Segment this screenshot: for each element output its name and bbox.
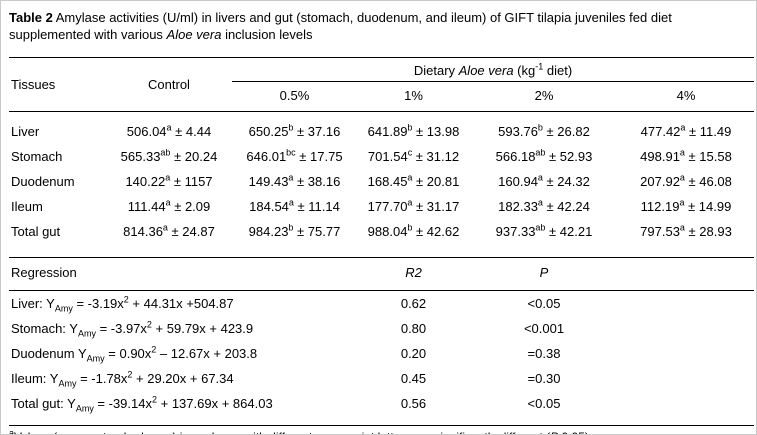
value-cell: 498.91a ± 15.58 <box>640 147 732 164</box>
value-cell: 168.45a ± 20.81 <box>367 172 460 189</box>
col-header-tissues: Tissues <box>9 57 106 112</box>
regression-label: Regression <box>9 257 357 291</box>
col-header-level-0-5pct: 0.5% <box>232 81 357 112</box>
regression-row-liver: Liver: YAmy = -3.19x2 + 44.31x +504.87 0… <box>9 291 754 317</box>
tissue-label: Stomach <box>11 149 63 164</box>
table-row-total-gut: Total gut 814.36a ± 24.87 984.23b ± 75.7… <box>9 219 754 258</box>
table-row-stomach: Stomach 565.33ab ± 20.24 646.01bc ± 17.7… <box>9 144 754 169</box>
value-cell: 506.04a ± 4.44 <box>126 122 212 139</box>
col-header-control: Control <box>106 57 232 112</box>
equation-cell: Total gut: YAmy = -39.14x2 + 137.69x + 8… <box>9 391 357 426</box>
spacer-cell <box>618 257 754 291</box>
regression-row-duodenum: Duodenum YAmy = 0.90x2 – 12.67x + 203.8 … <box>9 341 754 366</box>
regression-section: Regression R2 P Liver: YAmy = -3.19x2 + … <box>9 257 754 426</box>
value-cell: 112.19a ± 14.99 <box>640 197 732 214</box>
value-cell: 646.01bc ± 17.75 <box>246 147 343 164</box>
equation-cell: Stomach: YAmy = -3.97x2 + 59.79x + 423.9 <box>11 319 254 339</box>
value-cell: 149.43a ± 38.16 <box>248 172 341 189</box>
value-cell: 641.89b ± 13.98 <box>367 122 460 139</box>
value-cell: 937.33ab ± 42.21 <box>470 219 618 258</box>
p-column-label: P <box>470 257 618 291</box>
p-value: <0.05 <box>527 296 561 311</box>
equation-cell: Ileum: YAmy = -1.78x2 + 29.20x + 67.34 <box>11 369 234 389</box>
table-caption: Table 2 Amylase activities (U/ml) in liv… <box>9 10 672 42</box>
value-cell: 160.94a ± 24.32 <box>498 172 590 189</box>
col-header-diet-group: Dietary Aloe vera (kg-1 diet) <box>232 57 754 82</box>
table-row-ileum: Ileum 111.44a ± 2.09 184.54a ± 11.14 177… <box>9 194 754 219</box>
tissue-label: Total gut <box>9 219 106 258</box>
spacer-cell <box>618 316 754 341</box>
spacer-cell <box>618 391 754 426</box>
footnote-superscripts: aValues (mean ±standard error) in each r… <box>9 428 589 435</box>
col-header-level-4pct: 4% <box>618 81 754 112</box>
tissue-label: Liver <box>11 124 40 139</box>
p-value: =0.38 <box>527 346 561 361</box>
value-cell: 797.53a ± 28.93 <box>618 219 754 258</box>
table-row-liver: Liver 506.04a ± 4.44 650.25b ± 37.16 641… <box>9 112 754 145</box>
table-body: Liver 506.04a ± 4.44 650.25b ± 37.16 641… <box>9 112 754 258</box>
tissue-label: Ileum <box>11 199 43 214</box>
value-cell: 701.54c ± 31.12 <box>367 147 460 164</box>
value-cell: 566.18ab ± 52.93 <box>495 147 593 164</box>
spacer-cell <box>618 341 754 366</box>
value-cell: 182.33a ± 42.24 <box>498 197 590 214</box>
r2-value: 0.62 <box>400 296 427 311</box>
r2-value: 0.56 <box>357 391 470 426</box>
col-header-level-1pct: 1% <box>357 81 470 112</box>
value-cell: 988.04b ± 42.62 <box>357 219 470 258</box>
header-row-levels: 0.5% 1% 2% 4% <box>9 81 754 112</box>
value-cell: 984.23b ± 75.77 <box>232 219 357 258</box>
value-cell: 565.33ab ± 20.24 <box>120 147 218 164</box>
value-cell: 650.25b ± 37.16 <box>248 122 341 139</box>
spacer-cell <box>618 291 754 317</box>
value-cell: 477.42a ± 11.49 <box>640 122 732 139</box>
header-row-top: Tissues Control Dietary Aloe vera (kg-1 … <box>9 57 754 112</box>
regression-row-stomach: Stomach: YAmy = -3.97x2 + 59.79x + 423.9… <box>9 316 754 341</box>
value-cell: 177.70a ± 31.17 <box>367 197 460 214</box>
regression-row-ileum: Ileum: YAmy = -1.78x2 + 29.20x + 67.34 0… <box>9 366 754 391</box>
equation-cell: Duodenum YAmy = 0.90x2 – 12.67x + 203.8 <box>11 344 258 364</box>
spacer-cell <box>618 366 754 391</box>
regression-row-total-gut: Total gut: YAmy = -39.14x2 + 137.69x + 8… <box>9 391 754 426</box>
p-value: <0.05 <box>470 391 618 426</box>
r2-value: 0.20 <box>400 346 427 361</box>
table-header: Tissues Control Dietary Aloe vera (kg-1 … <box>9 57 754 112</box>
p-value: <0.001 <box>523 321 565 336</box>
value-cell: 814.36a ± 24.87 <box>106 219 232 258</box>
col-header-level-2pct: 2% <box>470 81 618 112</box>
r2-value: 0.45 <box>400 371 427 386</box>
equation-cell: Liver: YAmy = -3.19x2 + 44.31x +504.87 <box>11 294 234 314</box>
table-row-duodenum: Duodenum 140.22a ± 1157 149.43a ± 38.16 … <box>9 169 754 194</box>
value-cell: 111.44a ± 2.09 <box>127 197 211 214</box>
p-value: =0.30 <box>527 371 561 386</box>
r2-column-label: R2 <box>357 257 470 291</box>
value-cell: 140.22a ± 1157 <box>125 172 213 189</box>
tissue-label: Duodenum <box>11 174 75 189</box>
value-cell: 207.92a ± 46.08 <box>640 172 732 189</box>
amylase-table: Tissues Control Dietary Aloe vera (kg-1 … <box>9 57 754 426</box>
r2-value: 0.80 <box>400 321 427 336</box>
value-cell: 593.76b ± 26.82 <box>498 122 590 139</box>
value-cell: 184.54a ± 11.14 <box>249 197 340 214</box>
regression-header-row: Regression R2 P <box>9 257 754 291</box>
